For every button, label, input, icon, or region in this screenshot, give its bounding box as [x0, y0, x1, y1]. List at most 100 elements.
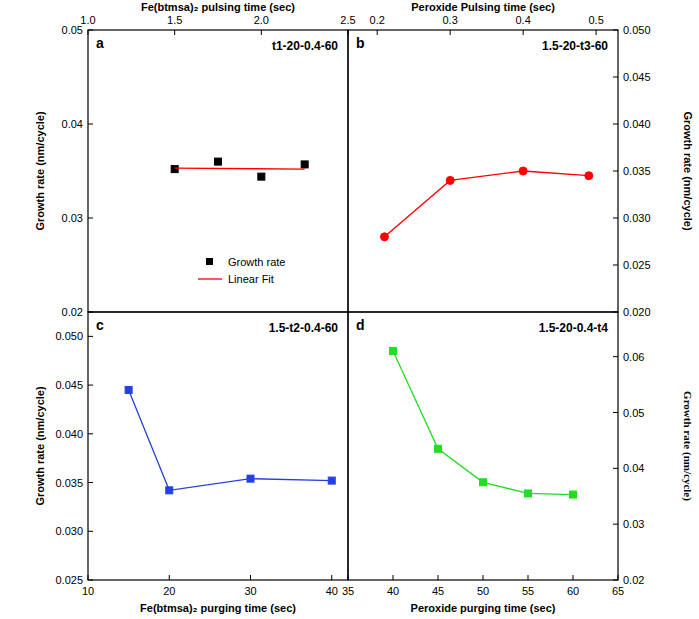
data-area — [171, 158, 308, 180]
x-tick — [483, 575, 484, 580]
data-point — [247, 475, 254, 482]
y-tick-label: 0.035 — [55, 477, 83, 489]
y-tick — [613, 412, 618, 413]
data-point — [258, 173, 265, 180]
panel-b: 0.20.30.40.50.0200.0250.0300.0350.0400.0… — [348, 1, 694, 318]
x-tick-label: 0.3 — [443, 14, 458, 26]
data-point — [480, 479, 487, 486]
series-line — [384, 171, 588, 237]
data-point — [585, 172, 593, 180]
data-point — [171, 166, 178, 173]
x-tick-label: 1.5 — [167, 14, 182, 26]
x-tick-label: 40 — [326, 585, 338, 597]
y-tick — [613, 77, 618, 78]
x-tick-label: 0.5 — [588, 14, 603, 26]
y-tick — [88, 580, 93, 581]
y-tick-label: 0.03 — [62, 212, 83, 224]
panel-label: c — [96, 317, 104, 333]
y-tick — [613, 524, 618, 525]
annotation: t1-20-0.4-60 — [272, 39, 338, 53]
panel-d: 354045505560650.020.030.040.050.06Peroxi… — [342, 312, 694, 614]
y-tick-label: 0.025 — [55, 574, 83, 586]
x-axis-title: Fe(btmsa)₂ pulsing time (sec) — [141, 1, 295, 13]
y-tick-label: 0.035 — [623, 165, 651, 177]
y-axis-title: Growth rate (nm/cycle) — [34, 386, 46, 506]
y-tick — [613, 30, 618, 31]
x-tick — [250, 575, 251, 580]
x-tick-label: 0.4 — [515, 14, 530, 26]
x-tick — [596, 30, 597, 35]
annotation: 1.5-20-0.4-t4 — [539, 321, 609, 335]
x-tick — [377, 30, 378, 35]
y-tick — [88, 482, 93, 483]
data-point — [380, 233, 388, 241]
data-point — [125, 386, 132, 393]
x-tick — [573, 575, 574, 580]
y-tick-label: 0.050 — [623, 24, 651, 36]
x-tick-label: 30 — [244, 585, 256, 597]
y-tick — [613, 218, 618, 219]
legend-marker — [206, 258, 213, 265]
data-point — [390, 348, 397, 355]
series-line — [393, 351, 573, 494]
data-point — [446, 176, 454, 184]
y-tick — [88, 336, 93, 337]
y-tick-label: 0.02 — [623, 574, 644, 586]
x-tick-label: 55 — [522, 585, 534, 597]
y-tick-label: 0.06 — [623, 351, 644, 363]
x-tick — [523, 30, 524, 35]
y-tick-label: 0.045 — [55, 379, 83, 391]
y-tick-label: 0.040 — [55, 428, 83, 440]
y-tick-label: 0.02 — [62, 306, 83, 318]
plot-frame — [88, 312, 348, 580]
x-tick-label: 2.0 — [254, 14, 269, 26]
x-tick — [174, 30, 175, 35]
x-tick — [450, 30, 451, 35]
y-tick — [613, 468, 618, 469]
legend-line — [198, 278, 222, 279]
y-tick — [613, 265, 618, 266]
x-tick — [348, 575, 349, 580]
data-point — [328, 477, 335, 484]
y-tick-label: 0.05 — [623, 407, 644, 419]
y-tick-label: 0.030 — [55, 525, 83, 537]
y-tick-label: 0.045 — [623, 71, 651, 83]
data-point — [570, 491, 577, 498]
annotation: 1.5-20-t3-60 — [542, 39, 608, 53]
x-tick — [88, 30, 89, 35]
panel-label: a — [96, 35, 104, 51]
panel-a: 1.01.52.02.50.020.030.040.05Fe(btmsa)₂ p… — [34, 1, 356, 318]
x-tick-label: 40 — [387, 585, 399, 597]
x-tick — [438, 575, 439, 580]
y-tick-label: 0.050 — [55, 330, 83, 342]
data-point — [166, 487, 173, 494]
y-tick — [613, 356, 618, 357]
series-line — [175, 168, 305, 170]
x-tick — [528, 575, 529, 580]
legend-label: Linear Fit — [228, 273, 274, 285]
plot-frame — [348, 312, 618, 580]
y-tick — [613, 124, 618, 125]
x-tick-label: 65 — [612, 585, 624, 597]
x-tick-label: 35 — [342, 585, 354, 597]
x-tick-label: 20 — [163, 585, 175, 597]
x-tick — [88, 575, 89, 580]
x-axis-title: Fe(btmsa)₂ purging time (sec) — [140, 602, 296, 614]
y-tick — [88, 385, 93, 386]
y-axis-title: Growth rate (nm/cycle) — [681, 391, 694, 501]
x-axis-title: Peroxide purging time (sec) — [411, 602, 556, 614]
legend-label: Growth rate — [228, 256, 285, 268]
legend: Growth rate Linear Fit — [198, 256, 285, 285]
panel-label: b — [356, 35, 365, 51]
series-line — [129, 390, 332, 490]
y-axis-title: Growth rate (nm/cycle) — [682, 111, 694, 231]
x-tick — [331, 575, 332, 580]
y-tick — [88, 30, 93, 31]
x-tick — [618, 575, 619, 580]
y-tick-label: 0.04 — [62, 118, 83, 130]
x-axis-title: Peroxide Pulsing time (sec) — [411, 1, 555, 13]
y-tick-label: 0.03 — [623, 518, 644, 530]
y-tick — [88, 531, 93, 532]
y-tick — [613, 580, 618, 581]
data-point — [301, 161, 308, 168]
